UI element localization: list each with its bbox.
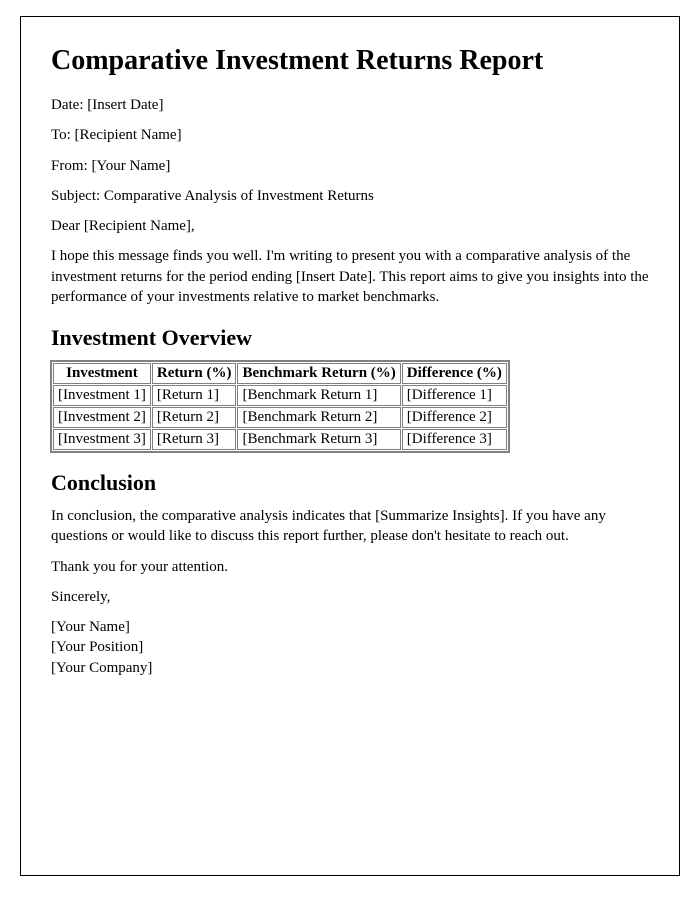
- overview-heading: Investment Overview: [51, 325, 649, 351]
- subject-line: Subject: Comparative Analysis of Investm…: [51, 186, 649, 206]
- conclusion-heading: Conclusion: [51, 470, 649, 496]
- col-difference: Difference (%): [402, 363, 507, 384]
- cell-return: [Return 3]: [152, 429, 237, 450]
- to-line: To: [Recipient Name]: [51, 125, 649, 145]
- date-label: Date:: [51, 97, 87, 113]
- cell-return: [Return 1]: [152, 385, 237, 406]
- table-header-row: Investment Return (%) Benchmark Return (…: [53, 363, 507, 384]
- thanks-line: Thank you for your attention.: [51, 557, 649, 577]
- cell-benchmark: [Benchmark Return 3]: [237, 429, 400, 450]
- table-row: [Investment 1] [Return 1] [Benchmark Ret…: [53, 385, 507, 406]
- from-line: From: [Your Name]: [51, 156, 649, 176]
- signature-name: [Your Name]: [51, 617, 649, 637]
- cell-benchmark: [Benchmark Return 2]: [237, 407, 400, 428]
- document-page: Comparative Investment Returns Report Da…: [20, 16, 680, 876]
- to-value: [Recipient Name]: [75, 127, 182, 143]
- signature-position: [Your Position]: [51, 637, 649, 657]
- report-title: Comparative Investment Returns Report: [51, 45, 649, 77]
- cell-difference: [Difference 3]: [402, 429, 507, 450]
- cell-investment: [Investment 2]: [53, 407, 151, 428]
- cell-difference: [Difference 1]: [402, 385, 507, 406]
- cell-difference: [Difference 2]: [402, 407, 507, 428]
- closing-line: Sincerely,: [51, 587, 649, 607]
- table-row: [Investment 3] [Return 3] [Benchmark Ret…: [53, 429, 507, 450]
- col-return: Return (%): [152, 363, 237, 384]
- col-investment: Investment: [53, 363, 151, 384]
- intro-paragraph: I hope this message finds you well. I'm …: [51, 246, 649, 307]
- subject-label: Subject:: [51, 188, 104, 204]
- cell-return: [Return 2]: [152, 407, 237, 428]
- date-value: [Insert Date]: [87, 97, 163, 113]
- subject-value: Comparative Analysis of Investment Retur…: [104, 188, 374, 204]
- table-row: [Investment 2] [Return 2] [Benchmark Ret…: [53, 407, 507, 428]
- to-label: To:: [51, 127, 75, 143]
- conclusion-paragraph: In conclusion, the comparative analysis …: [51, 506, 649, 547]
- cell-investment: [Investment 3]: [53, 429, 151, 450]
- signature-block: [Your Name] [Your Position] [Your Compan…: [51, 617, 649, 678]
- cell-benchmark: [Benchmark Return 1]: [237, 385, 400, 406]
- salutation: Dear [Recipient Name],: [51, 216, 649, 236]
- investment-table: Investment Return (%) Benchmark Return (…: [51, 361, 509, 452]
- date-line: Date: [Insert Date]: [51, 95, 649, 115]
- cell-investment: [Investment 1]: [53, 385, 151, 406]
- from-value: [Your Name]: [91, 158, 170, 174]
- col-benchmark: Benchmark Return (%): [237, 363, 400, 384]
- signature-company: [Your Company]: [51, 658, 649, 678]
- from-label: From:: [51, 158, 91, 174]
